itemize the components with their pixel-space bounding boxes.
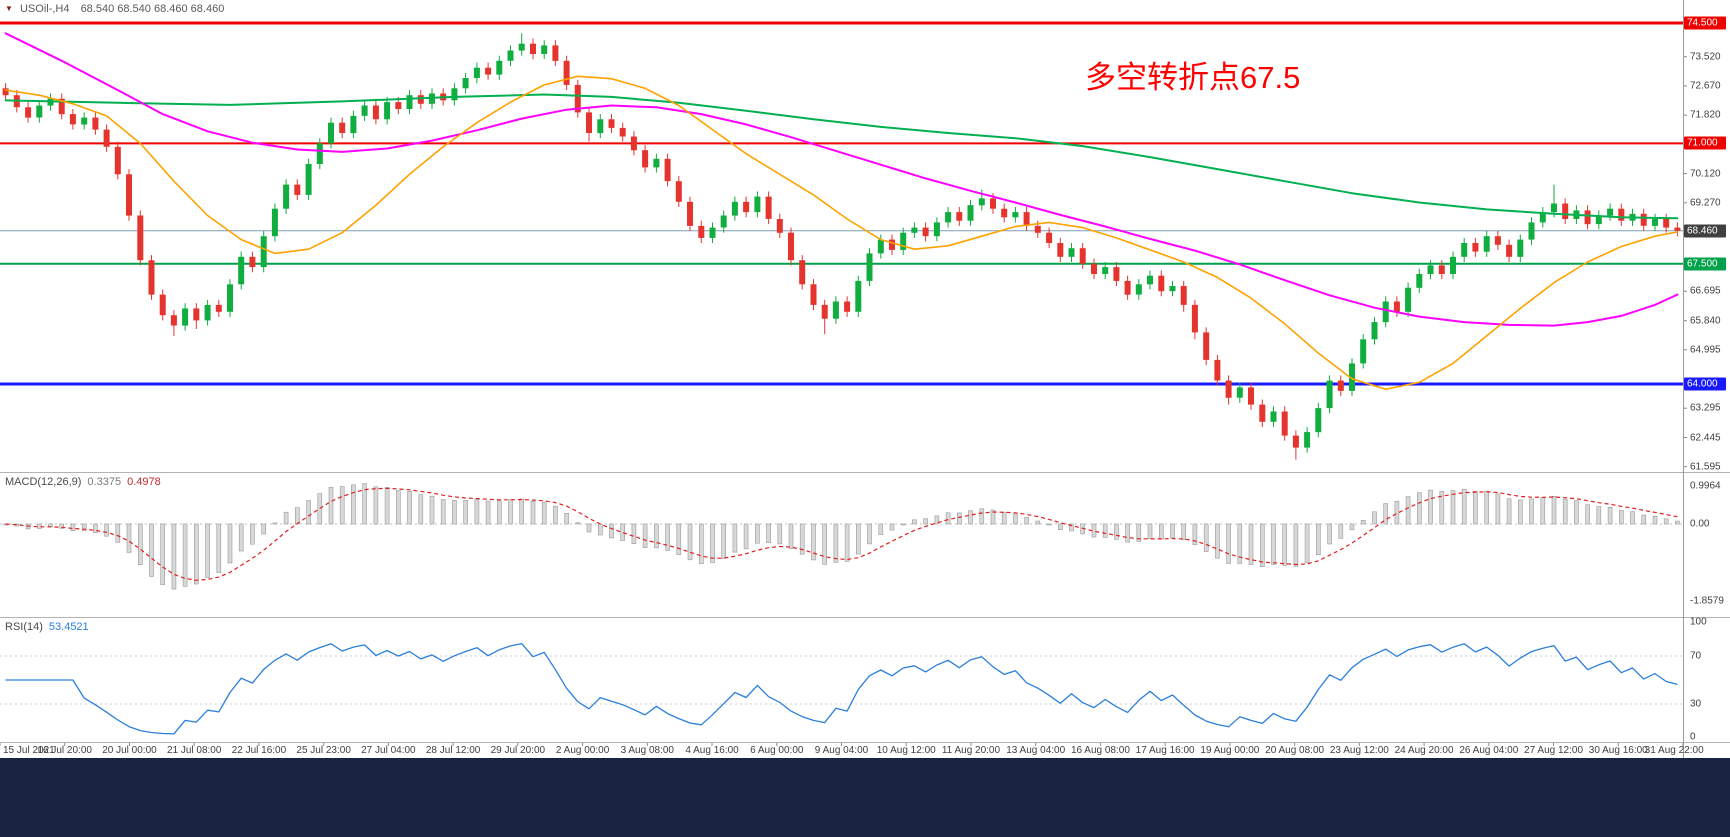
price-axis-label: 64.995	[1690, 344, 1721, 356]
price-axis-label: 71.820	[1690, 109, 1721, 121]
rsi-axis-label: 30	[1690, 698, 1702, 710]
ma-line-mid-magenta	[4, 32, 1679, 327]
price-badge-74.500: 74.500	[1684, 16, 1726, 30]
candles-layer	[2, 33, 1681, 460]
price-axis-label: 63.295	[1690, 402, 1721, 414]
price-badge-71.000: 71.000	[1684, 136, 1726, 150]
price-axis-separator	[1683, 0, 1684, 758]
current-price-badge: 68.460	[1684, 224, 1726, 238]
symbol-timeframe-label: USOil-,H4	[19, 3, 70, 15]
price-axis-label: 62.445	[1690, 432, 1721, 443]
macd-signal-value: 0.4978	[127, 476, 161, 488]
window-bottom-strip	[0, 758, 1730, 837]
macd-histogram	[3, 483, 1680, 590]
price-axis-label: 70.120	[1690, 168, 1721, 180]
ma-line-fast-orange	[4, 75, 1679, 391]
price-axis-label: 73.520	[1690, 51, 1721, 63]
pane-separator-main-macd[interactable]	[0, 472, 1730, 473]
rsi-line	[5, 642, 1678, 735]
chart-annotation-text[interactable]: 多空转折点67.5	[1085, 60, 1301, 95]
price-badge-64.000: 64.000	[1684, 377, 1726, 391]
price-axis-label: 72.670	[1690, 80, 1721, 92]
price-badge-67.500: 67.500	[1684, 257, 1726, 271]
macd-axis-label: 0.9964	[1690, 480, 1721, 492]
rsi-label: RSI(14)	[5, 621, 43, 633]
macd-main-value: 0.3375	[87, 476, 122, 488]
pane-separator-macd-rsi[interactable]	[0, 617, 1730, 618]
macd-axis-label: -1.8579	[1690, 595, 1724, 607]
macd-panel-title: MACD(12,26,9) 0.3375 0.4978	[5, 476, 167, 488]
ma-line-slow-green	[4, 93, 1679, 220]
macd-label: MACD(12,26,9)	[5, 476, 82, 488]
rsi-panel-title: RSI(14) 53.4521	[5, 621, 95, 633]
symbol-dropdown-icon[interactable]: ▼	[5, 4, 13, 13]
macd-signal-line	[5, 487, 1678, 581]
price-axis-label: 66.695	[1690, 285, 1721, 297]
symbol-info-bar: ▼ USOil-,H4 68.540 68.540 68.460 68.460	[5, 3, 224, 15]
time-axis-separator	[0, 742, 1730, 743]
price-axis-label: 65.840	[1690, 315, 1721, 327]
price-axis-label: 61.595	[1690, 461, 1721, 473]
ohlc-values: 68.540 68.540 68.460 68.460	[80, 3, 225, 15]
rsi-axis-label: 100	[1690, 616, 1707, 628]
rsi-axis-label: 0	[1690, 731, 1696, 743]
price-axis-label: 69.270	[1690, 197, 1721, 209]
price-axis[interactable]: 0.9964 0.00 -1.8579 100 70 30 0 73.520 72…	[1683, 0, 1730, 758]
macd-axis-label: 0.00	[1690, 518, 1710, 530]
chart-canvas[interactable]	[0, 0, 1730, 758]
rsi-axis-label: 70	[1690, 650, 1702, 662]
rsi-value: 53.4521	[48, 621, 89, 633]
